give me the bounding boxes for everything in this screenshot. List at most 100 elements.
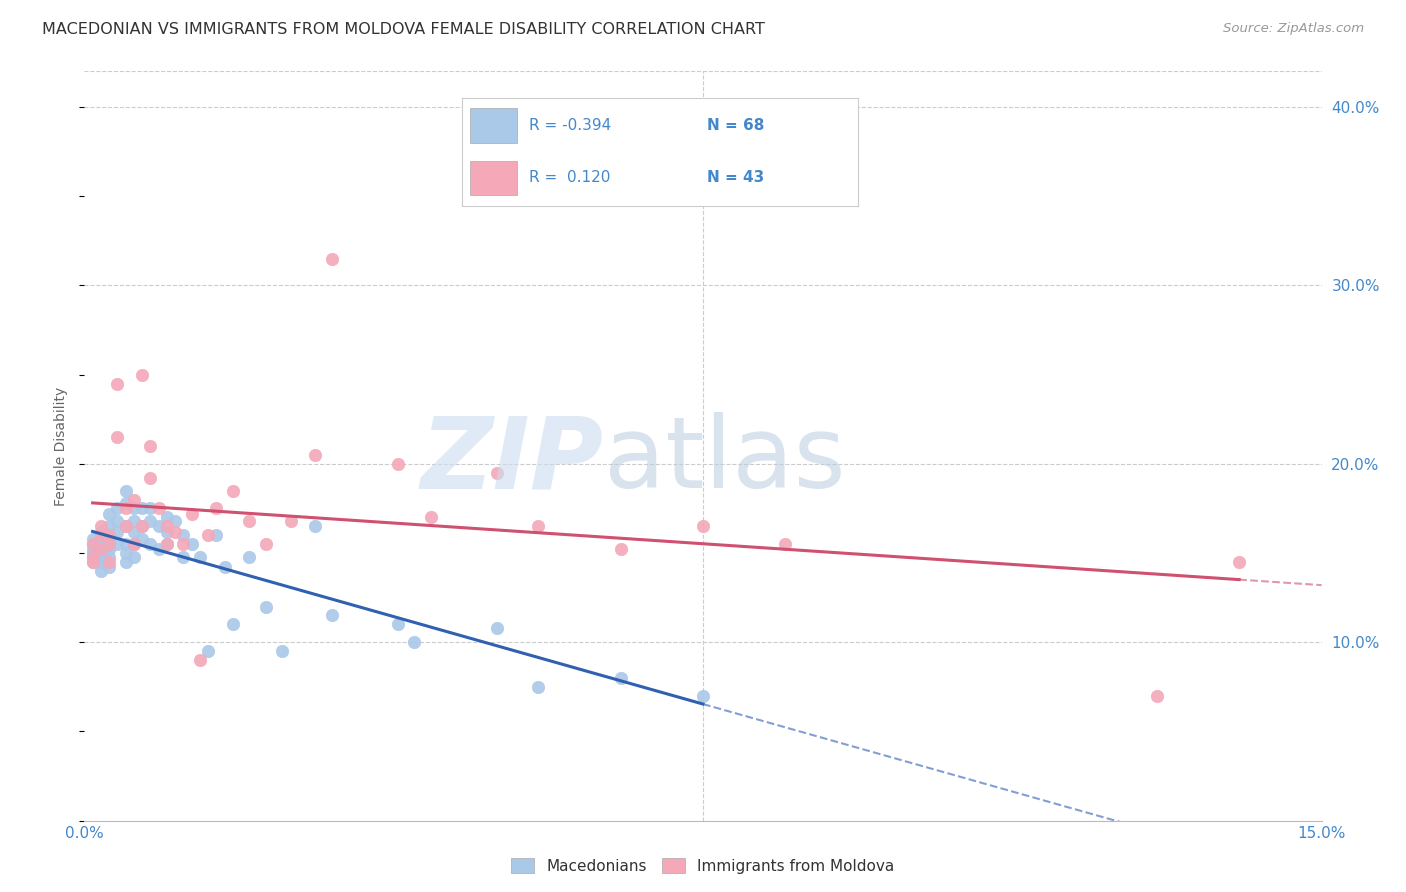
Point: [527, 680, 550, 694]
Point: [139, 439, 162, 453]
Point: [98, 537, 121, 551]
Point: [148, 519, 170, 533]
Point: [98, 555, 121, 569]
Point: [139, 501, 162, 516]
Point: [172, 528, 194, 542]
Point: [156, 537, 179, 551]
Point: [214, 560, 236, 574]
Point: [114, 519, 136, 533]
Point: [114, 496, 136, 510]
Point: [321, 252, 343, 266]
Point: [165, 524, 187, 539]
Point: [82, 537, 104, 551]
Point: [98, 507, 121, 521]
Point: [148, 542, 170, 557]
Point: [82, 542, 104, 557]
Point: [131, 532, 153, 546]
Point: [1146, 689, 1168, 703]
Point: [98, 528, 121, 542]
Point: [254, 599, 277, 614]
Point: [404, 635, 426, 649]
Text: atlas: atlas: [605, 412, 845, 509]
Point: [139, 471, 162, 485]
Point: [90, 555, 112, 569]
Point: [122, 492, 145, 507]
Point: [222, 617, 245, 632]
Point: [527, 519, 550, 533]
Point: [98, 549, 121, 564]
Point: [692, 519, 714, 533]
Point: [98, 532, 121, 546]
Point: [148, 501, 170, 516]
Point: [114, 546, 136, 560]
Point: [105, 430, 128, 444]
Point: [222, 483, 245, 498]
Point: [105, 537, 128, 551]
Text: MACEDONIAN VS IMMIGRANTS FROM MOLDOVA FEMALE DISABILITY CORRELATION CHART: MACEDONIAN VS IMMIGRANTS FROM MOLDOVA FE…: [42, 22, 765, 37]
Point: [114, 555, 136, 569]
Point: [114, 483, 136, 498]
Point: [304, 448, 326, 462]
Point: [105, 376, 128, 391]
Point: [280, 514, 302, 528]
Point: [321, 608, 343, 623]
Point: [122, 524, 145, 539]
Point: [105, 524, 128, 539]
Point: [90, 555, 112, 569]
Point: [131, 368, 153, 382]
Point: [114, 519, 136, 533]
Point: [105, 501, 128, 516]
Point: [205, 528, 228, 542]
Point: [254, 537, 277, 551]
Point: [82, 549, 104, 564]
Point: [775, 537, 797, 551]
Point: [82, 546, 104, 560]
Point: [188, 653, 211, 667]
Point: [172, 537, 194, 551]
Point: [180, 537, 202, 551]
Point: [122, 549, 145, 564]
Point: [156, 537, 179, 551]
Point: [90, 537, 112, 551]
Point: [90, 564, 112, 578]
Point: [98, 537, 121, 551]
Text: Source: ZipAtlas.com: Source: ZipAtlas.com: [1223, 22, 1364, 36]
Y-axis label: Female Disability: Female Disability: [55, 386, 69, 506]
Point: [98, 542, 121, 557]
Point: [131, 501, 153, 516]
Text: ZIP: ZIP: [420, 412, 605, 509]
Point: [205, 501, 228, 516]
Point: [90, 537, 112, 551]
Point: [82, 532, 104, 546]
Point: [114, 501, 136, 516]
Point: [387, 457, 409, 471]
Point: [387, 617, 409, 632]
Point: [98, 560, 121, 574]
Point: [165, 514, 187, 528]
Point: [271, 644, 294, 658]
Point: [692, 689, 714, 703]
Point: [82, 555, 104, 569]
Point: [156, 519, 179, 533]
Point: [485, 466, 508, 480]
Point: [90, 542, 112, 557]
Point: [609, 542, 631, 557]
Point: [82, 549, 104, 564]
Point: [122, 537, 145, 551]
Point: [1227, 555, 1250, 569]
Point: [114, 537, 136, 551]
Point: [197, 644, 219, 658]
Point: [139, 514, 162, 528]
Point: [122, 514, 145, 528]
Point: [90, 519, 112, 533]
Point: [90, 549, 112, 564]
Point: [131, 519, 153, 533]
Point: [238, 549, 260, 564]
Point: [90, 528, 112, 542]
Point: [98, 519, 121, 533]
Point: [82, 555, 104, 569]
Point: [90, 528, 112, 542]
Point: [90, 524, 112, 539]
Point: [485, 621, 508, 635]
Point: [238, 514, 260, 528]
